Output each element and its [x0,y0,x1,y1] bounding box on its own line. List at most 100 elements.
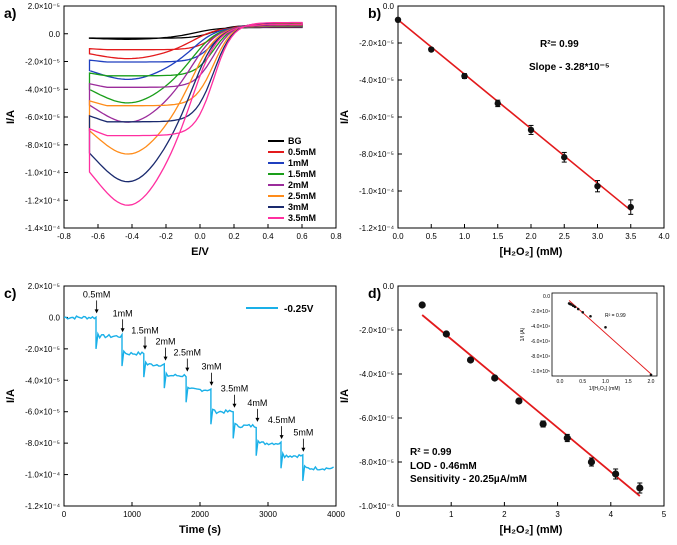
arrow-head [232,403,237,408]
panel-b-xtick-label: 3.0 [592,232,604,241]
data-point [527,126,535,134]
panel-b-xtick-label: 1.0 [459,232,471,241]
inset-ytick-label: -8.0×10⁴ [531,354,550,360]
data-point [561,154,568,161]
panel-c-label: c) [4,285,16,301]
panel-b-ytick-label: -1.0×10⁻⁴ [359,187,395,196]
panel-d-ylabel: I/A [339,389,351,403]
panel-b-xtick-label: 2.0 [525,232,537,241]
arrow-head [94,309,99,314]
panel-c-frame [63,285,337,507]
panel-c-ytick-label: 2.0×10⁻⁵ [28,282,60,291]
panel-d-xtick-label: 2 [502,510,507,519]
panel-b-ytick-label: -8.0×10⁻⁵ [359,150,394,159]
injection-label: 2mM [156,337,176,347]
panel-a-xtick-label: 0.2 [228,232,240,241]
data-point [428,46,435,53]
panel-d-xlabel: [H₂O₂] (mM) [500,524,563,536]
legend-label: 2mM [288,180,309,190]
inset-r2: R² = 0.99 [605,313,626,319]
inset-ytick-label: -4.0×10⁴ [531,324,550,330]
inset-plot: 0.0 0.5 1.0 1.5 2.0 0.0 -2.0×10⁴ -4.0×10⁴ -6.0×1… [520,292,658,392]
panel-a-axes: -0.8 -0.6 -0.4 -0.2 0.0 0.2 0.4 0.6 0.8 2.0×10⁻⁵ 0… [5,2,342,258]
fit-line [397,19,632,211]
panel-d-label: d) [368,285,381,301]
arrow-head [142,345,147,350]
inset-xtick-label: 1.5 [625,379,632,385]
panel-c-ytick-label: -1.0×10⁻⁴ [25,471,61,480]
cv-curve-3.5mM [88,21,303,206]
panel-a-ytick-label: -2.0×10⁻⁵ [25,58,60,67]
panel-c-xtick-label: 0 [62,510,67,519]
data-point [491,374,499,382]
panel-a-ytick-label: -8.0×10⁻⁵ [25,141,60,150]
arrow-head [185,367,190,372]
inset-xtick-label: 2.0 [648,379,655,385]
panel-d-frame [397,285,665,507]
panel-a-ytick-label: 0.0 [49,30,61,39]
panel-b-ytick-label: -1.2×10⁻⁴ [359,224,395,233]
panel-d-ytick-label: -8.0×10⁻⁵ [359,458,394,467]
panel-c-ytick-label: -1.2×10⁻⁴ [25,502,61,511]
injection-label: 3.5mM [221,384,249,394]
panel-a-xlabel: E/V [191,246,209,258]
inset-xlabel: 1/[H₂O₂] (mM) [589,386,621,392]
injection-label: 2.5mM [174,348,202,358]
panel-b-xtick-label: 0.0 [392,232,404,241]
inset-ytick-label: -2.0×10⁴ [531,309,550,315]
r2-annotation: R²= 0.99 [540,39,579,50]
panel-b-xtick-label: 3.5 [625,232,637,241]
inset-ytick-label: -6.0×10⁴ [531,339,550,345]
inset-xtick-label: 0.0 [557,379,564,385]
inset-ytick-label: 0.0 [543,294,550,300]
panel-b-frame [397,5,665,229]
data-point [394,16,402,24]
panel-c-xtick-label: 2000 [191,510,209,519]
injection-label: 5mM [293,428,313,438]
panel-a-xtick-label: -0.4 [125,232,139,241]
panel-d-ytick-label: -4.0×10⁻⁵ [359,370,394,379]
panel-a-xtick-label: -0.2 [159,232,173,241]
panel-d-xtick-label: 5 [662,510,667,519]
panel-c-ytick-label: -6.0×10⁻⁵ [25,408,60,417]
panel-b-plot: R²= 0.99 Slope - 3.28*10⁻⁵ [394,16,634,215]
panel-c-xlabel: Time (s) [179,524,221,536]
data-point [563,434,571,442]
data-point [612,470,620,478]
inset-xtick-label: 1.0 [602,379,609,385]
inset-data-point [649,373,653,377]
panel-d-xtick-label: 4 [609,510,614,519]
legend-label: 3.5mM [288,213,316,223]
data-point [636,484,644,492]
injection-label: 0.5mM [83,289,111,299]
arrow-head [301,447,306,452]
inset-ylabel: 1/I (A) [520,327,526,341]
injection-label: 1mM [113,308,133,318]
data-point [494,100,501,107]
panel-a-ytick-label: -6.0×10⁻⁵ [25,113,60,122]
data-point [442,330,450,338]
data-point [515,397,523,405]
panel-c-xtick-label: 3000 [259,510,277,519]
injection-label: 4.5mM [268,415,296,425]
fit-line [421,314,641,497]
injection-label: 1.5mM [131,326,159,336]
inset-data-point [604,325,607,329]
panel-a-ylabel: I/A [5,110,17,124]
inset-ytick-label: -1.0×10⁵ [531,369,550,375]
panel-a-xtick-label: 0.6 [296,232,308,241]
panel-d-ytick-label: -6.0×10⁻⁵ [359,414,394,423]
panel-d-ytick-label: 0.0 [383,282,395,291]
data-point [418,301,426,309]
arrow-head [163,356,168,361]
panel-b-ytick-label: -6.0×10⁻⁵ [359,113,394,122]
panel-b-ytick-label: -4.0×10⁻⁵ [359,76,394,85]
panel-a-label: a) [4,5,16,21]
legend-label: 1mM [288,158,309,168]
arrow-head [279,435,284,440]
panel-b-xtick-label: 0.5 [426,232,438,241]
data-point [587,458,596,466]
panel-d-xtick-label: 1 [449,510,454,519]
